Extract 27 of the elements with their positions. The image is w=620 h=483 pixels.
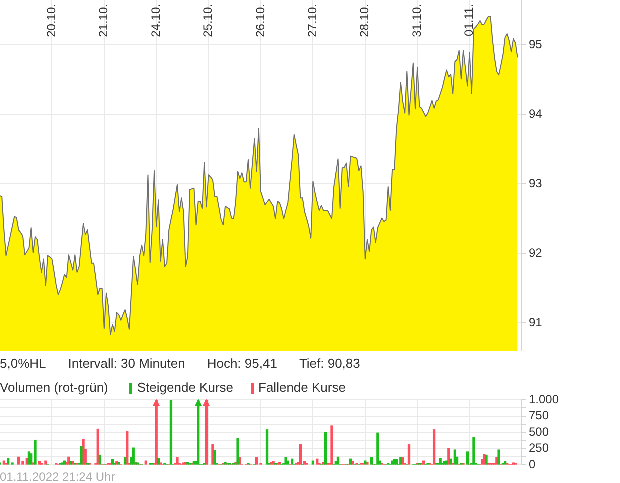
x-tick-label: 01.11.	[462, 4, 476, 36]
y-tick-label: 93	[529, 176, 543, 190]
x-tick-label: 28.10.	[358, 4, 372, 38]
y-tick-label: 1.000	[529, 392, 560, 406]
x-tick-label: 24.10.	[148, 4, 163, 38]
legend-label: Steigende Kurse	[137, 380, 234, 396]
y-tick-label: 750	[529, 408, 550, 423]
text: 5,0%HL	[0, 356, 46, 372]
y-tick-label: 92	[529, 246, 543, 260]
x-tick-label: 26.10.	[253, 4, 268, 38]
x-tick-label: 25.10.	[201, 4, 216, 38]
y-tick-label: 0	[529, 457, 536, 472]
text: 01.11.2022 21:24 Uhr	[0, 469, 116, 483]
x-tick-label: 20.10.	[44, 4, 59, 38]
text: Hoch: 95,41	[207, 356, 278, 372]
x-tick-label: 21.10.	[96, 4, 111, 38]
y-tick-label: 250	[529, 441, 550, 456]
y-tick-label: 91	[529, 316, 543, 330]
y-tick-label: 95	[529, 37, 543, 52]
y-tick-label: 500	[529, 424, 550, 439]
text: Tief: 90,83	[299, 356, 360, 372]
x-tick-label: 27.10.	[306, 4, 320, 38]
legend-title: Volumen (rot-grün)	[0, 380, 108, 396]
text: Intervall: 30 Minuten	[68, 356, 186, 372]
x-tick-label: 31.10.	[410, 4, 424, 38]
legend-label: Fallende Kurse	[258, 380, 346, 396]
y-tick-label: 94	[529, 106, 543, 121]
